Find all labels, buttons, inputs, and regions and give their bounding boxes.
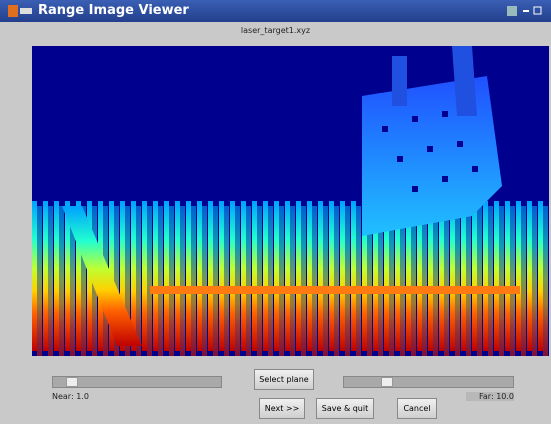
next-button[interactable]: Next >> <box>259 398 305 419</box>
file-name: laser_target1.xyz <box>240 26 311 35</box>
window-controls[interactable] <box>501 0 551 22</box>
range-image <box>32 46 549 356</box>
cancel-button[interactable]: Cancel <box>397 398 437 419</box>
save-quit-button[interactable]: Save & quit <box>316 398 374 419</box>
window-title: Range Image Viewer <box>38 3 189 18</box>
far-label: Far: 10.0 <box>466 392 514 401</box>
app-icon <box>8 5 32 17</box>
near-label: Near: 1.0 <box>52 392 89 401</box>
near-slider[interactable] <box>52 376 222 388</box>
title-bar: Range Image Viewer <box>0 0 551 22</box>
far-slider[interactable] <box>343 376 514 388</box>
select-plane-button[interactable]: Select plane <box>254 369 314 390</box>
